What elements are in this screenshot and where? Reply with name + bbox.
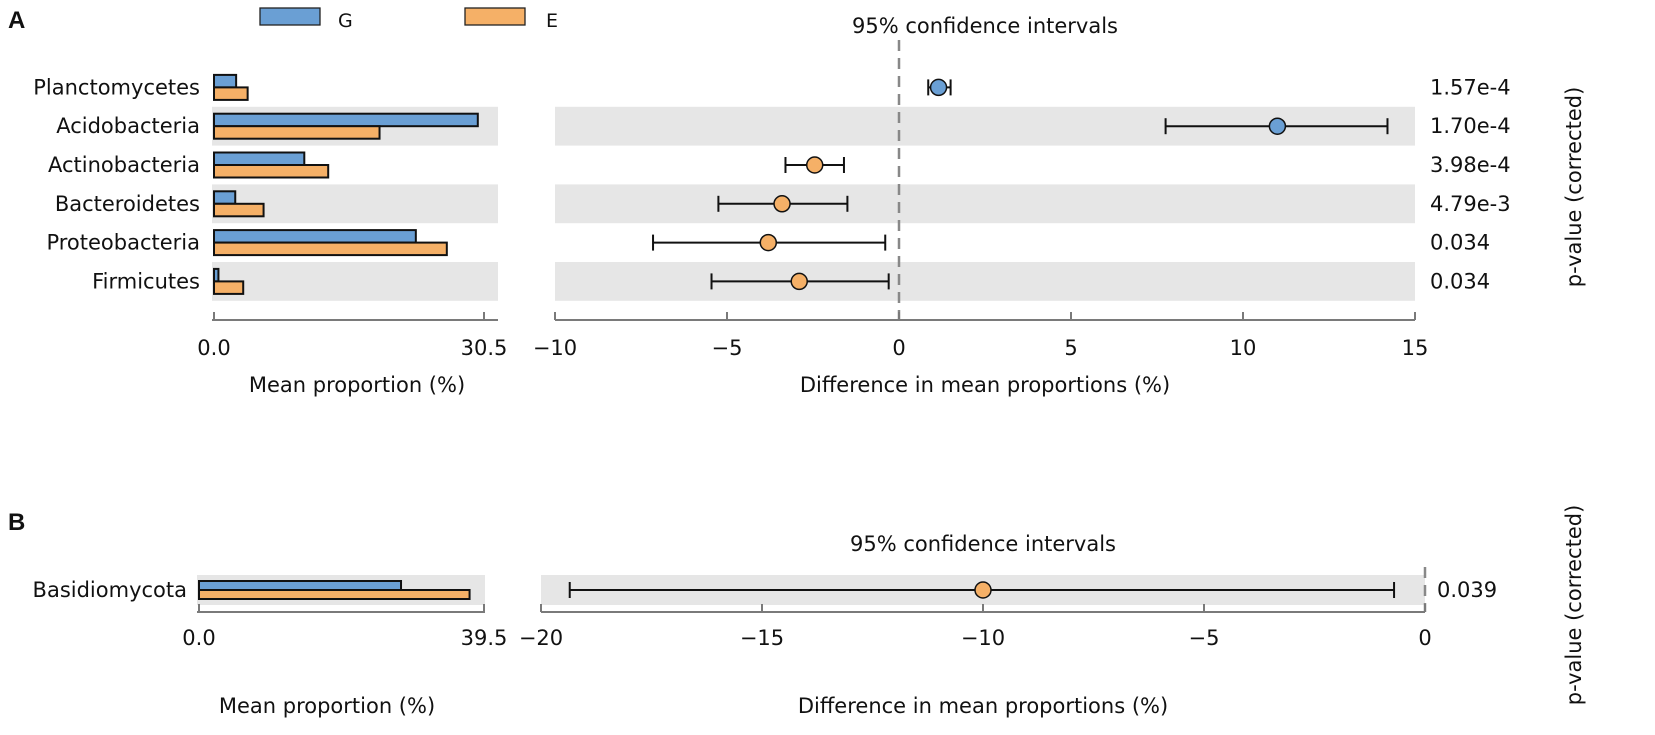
ci-tick-label-b-1: −15 — [740, 626, 784, 650]
ci-point-planctomycetes — [929, 78, 948, 97]
ci-point-proteobacteria — [759, 233, 778, 252]
category-label-actinobacteria: Actinobacteria — [48, 153, 200, 177]
legend-label-g: G — [338, 10, 353, 32]
bar-g-acidobacteria — [213, 112, 479, 128]
bar-tick-label-b-1: 39.5 — [461, 626, 508, 650]
bar-g-proteobacteria — [213, 229, 417, 244]
ci-point-basidiomycota — [974, 581, 992, 599]
ci-tick-label-a-1: −5 — [712, 336, 743, 360]
ci-title-a: 95% confidence intervals — [852, 14, 1118, 38]
category-label-proteobacteria: Proteobacteria — [46, 231, 200, 255]
category-label-planctomycetes: Planctomycetes — [33, 75, 200, 99]
bar-e-firmicutes — [213, 280, 245, 295]
panel-label-b: B — [8, 509, 25, 536]
panel-label-a: A — [8, 7, 25, 34]
pvalue-actinobacteria: 3.98e-4 — [1430, 153, 1511, 177]
legend: G E — [259, 7, 558, 32]
ci-tick-label-a-2: 0 — [892, 336, 905, 360]
category-label-firmicutes: Firmicutes — [92, 269, 200, 293]
bar-g-basidiomycota — [198, 580, 403, 591]
ci-tick-label-a-5: 15 — [1402, 336, 1429, 360]
bar-xlabel-a: Mean proportion (%) — [249, 373, 465, 397]
ci-xlabel-b: Difference in mean proportions (%) — [798, 694, 1168, 718]
bar-e-acidobacteria — [213, 125, 381, 140]
pvalue-label-b: p-value (corrected) — [1562, 505, 1586, 706]
ci-point-actinobacteria — [805, 156, 824, 174]
pvalue-basidiomycota: 0.039 — [1437, 578, 1497, 602]
category-label-bacteroidetes: Bacteroidetes — [55, 192, 200, 216]
bar-tick-label-a-1: 30.5 — [461, 336, 508, 360]
pvalue-acidobacteria: 1.70e-4 — [1430, 114, 1511, 138]
category-label-acidobacteria: Acidobacteria — [56, 114, 200, 138]
bar-g-bacteroidetes — [213, 190, 237, 205]
ci-tick-label-a-3: 5 — [1064, 336, 1077, 360]
ci-xlabel-a: Difference in mean proportions (%) — [800, 373, 1170, 397]
row-band-a-ci-3 — [555, 184, 1415, 224]
ci-point-bacteroidetes — [773, 195, 791, 213]
bar-g-actinobacteria — [213, 151, 306, 166]
legend-swatch-g — [259, 7, 321, 26]
ci-tick-label-b-2: −10 — [961, 626, 1005, 650]
pvalue-firmicutes: 0.034 — [1430, 269, 1490, 293]
ci-tick-label-a-4: 10 — [1230, 336, 1257, 360]
pvalue-planctomycetes: 1.57e-4 — [1430, 75, 1511, 99]
bar-e-actinobacteria — [213, 164, 330, 179]
row-band-a-ci-5 — [555, 262, 1415, 301]
ci-tick-label-b-4: 0 — [1418, 626, 1431, 650]
pvalue-proteobacteria: 0.034 — [1430, 231, 1490, 255]
pvalue-label-a: p-value (corrected) — [1562, 87, 1586, 288]
bar-g-planctomycetes — [213, 73, 238, 89]
legend-label-e: E — [546, 10, 558, 32]
bar-e-proteobacteria — [213, 241, 448, 257]
ci-point-firmicutes — [790, 272, 808, 291]
ci-title-b: 95% confidence intervals — [850, 532, 1116, 556]
bar-tick-label-b-0: 0.0 — [182, 626, 215, 650]
bar-tick-label-a-0: 0.0 — [197, 336, 230, 360]
row-band-a-bar-5 — [212, 262, 498, 301]
bar-xlabel-b: Mean proportion (%) — [219, 694, 435, 718]
category-label-basidiomycota: Basidiomycota — [33, 578, 187, 602]
ci-tick-label-b-3: −5 — [1189, 626, 1220, 650]
pvalue-bacteroidetes: 4.79e-3 — [1430, 192, 1511, 216]
ci-tick-label-a-0: −10 — [533, 336, 577, 360]
legend-swatch-e — [464, 7, 526, 26]
ci-tick-label-b-0: −20 — [519, 626, 563, 650]
ci-point-acidobacteria — [1268, 117, 1287, 135]
bar-g-firmicutes — [213, 267, 220, 283]
bar-e-planctomycetes — [213, 86, 249, 101]
bar-e-basidiomycota — [198, 589, 471, 600]
bar-e-bacteroidetes — [213, 202, 265, 218]
